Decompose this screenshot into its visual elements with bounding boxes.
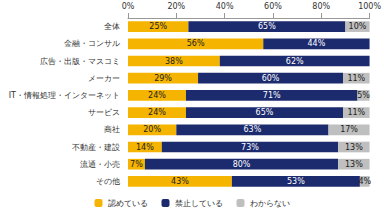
svg-text:60%: 60% [264, 2, 282, 11]
svg-text:その他: その他 [96, 177, 120, 186]
svg-text:63%: 63% [244, 125, 262, 134]
svg-text:62%: 62% [286, 57, 304, 66]
svg-text:73%: 73% [241, 143, 259, 152]
svg-text:サービス: サービス [88, 108, 120, 117]
svg-text:13%: 13% [345, 160, 363, 169]
svg-text:53%: 53% [287, 177, 305, 186]
svg-text:14%: 14% [136, 143, 154, 152]
svg-text:60%: 60% [262, 74, 280, 83]
svg-text:65%: 65% [256, 108, 274, 117]
svg-text:11%: 11% [347, 74, 365, 83]
svg-text:広告・出版・マスコミ: 広告・出版・マスコミ [40, 57, 120, 66]
svg-text:17%: 17% [340, 125, 358, 134]
svg-text:認めている: 認めている [108, 199, 148, 208]
svg-text:25%: 25% [149, 22, 167, 31]
svg-text:金融・コンサル: 金融・コンサル [64, 39, 120, 48]
svg-text:全体: 全体 [104, 22, 120, 31]
svg-text:商社: 商社 [104, 125, 120, 134]
svg-text:56%: 56% [187, 39, 205, 48]
svg-text:5%: 5% [357, 91, 370, 100]
svg-text:24%: 24% [148, 91, 166, 100]
svg-text:不動産・建設: 不動産・建設 [72, 143, 120, 152]
svg-text:0%: 0% [122, 2, 135, 11]
svg-text:禁止している: 禁止している [175, 199, 223, 208]
svg-text:メーカー: メーカー [88, 74, 120, 83]
svg-text:20%: 20% [167, 2, 185, 11]
svg-text:44%: 44% [308, 39, 326, 48]
svg-text:71%: 71% [263, 91, 281, 100]
svg-text:11%: 11% [347, 108, 365, 117]
svg-text:65%: 65% [258, 22, 276, 31]
svg-text:38%: 38% [165, 57, 183, 66]
svg-text:10%: 10% [349, 22, 367, 31]
svg-text:わからない: わからない [250, 199, 290, 208]
svg-text:80%: 80% [233, 160, 251, 169]
svg-text:40%: 40% [216, 2, 234, 11]
svg-text:13%: 13% [345, 143, 363, 152]
svg-text:29%: 29% [154, 74, 172, 83]
svg-text:80%: 80% [312, 2, 330, 11]
svg-text:24%: 24% [148, 108, 166, 117]
svg-text:100%: 100% [358, 2, 381, 11]
svg-text:43%: 43% [171, 177, 189, 186]
svg-text:7%: 7% [130, 160, 143, 169]
svg-text:IT・情報処理・インターネット: IT・情報処理・インターネット [9, 91, 120, 100]
svg-text:流通・小売: 流通・小売 [80, 160, 120, 169]
svg-text:4%: 4% [358, 177, 371, 186]
svg-text:20%: 20% [143, 125, 161, 134]
